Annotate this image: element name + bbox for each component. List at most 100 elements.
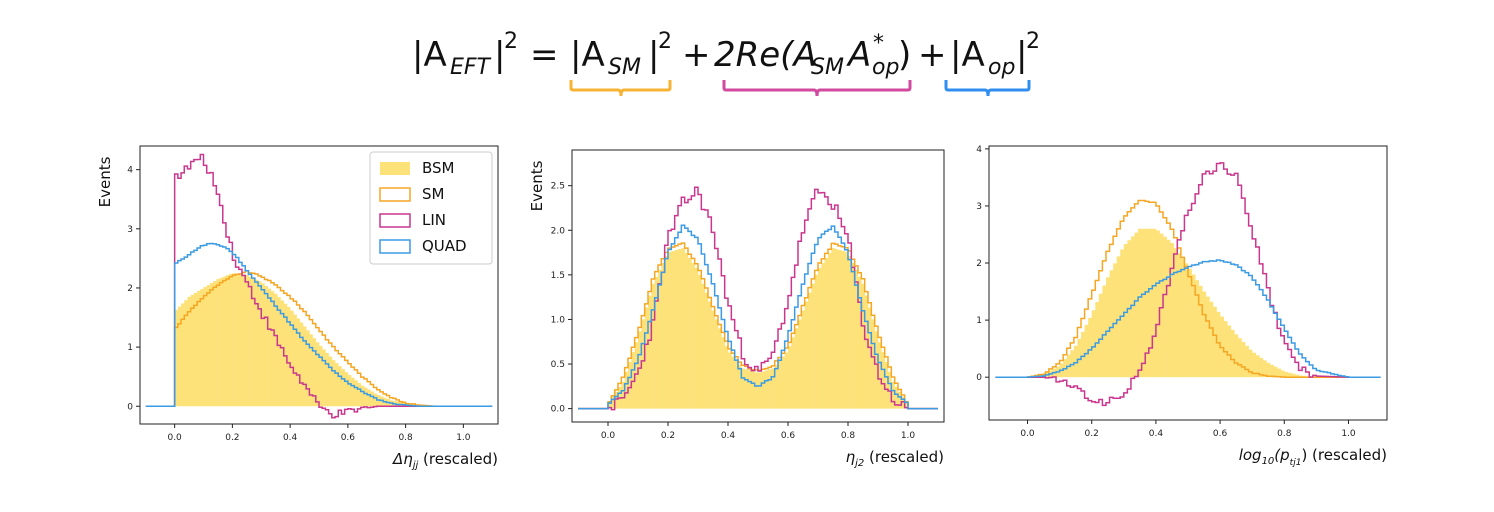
bsm-bar <box>608 401 612 409</box>
bsm-bar <box>296 318 301 407</box>
bsm-bar <box>254 279 259 407</box>
y-tick-label: 3 <box>127 225 133 235</box>
bsm-bar <box>319 345 323 407</box>
bsm-bar <box>280 300 285 407</box>
bsm-bar <box>741 368 745 409</box>
formula-t3: |A <box>950 35 985 75</box>
x-tick-label: 0.0 <box>601 431 616 441</box>
series-bsm-bars <box>608 248 909 409</box>
bsm-bar <box>724 346 729 409</box>
x-ticks: 0.0 0.2 0.4 0.6 0.8 1.0 <box>167 424 471 443</box>
bsm-bar <box>611 396 615 409</box>
bsm-bar <box>286 307 291 407</box>
formula-t1-sub: SM <box>608 55 641 80</box>
bsm-bar <box>367 389 371 407</box>
bsm-bar <box>861 283 865 409</box>
bsm-bar <box>878 342 882 409</box>
bsm-bar <box>841 251 845 409</box>
bsm-bar <box>1245 345 1249 378</box>
bsm-bar <box>1091 310 1096 378</box>
bsm-bar <box>331 360 336 407</box>
y-tick-label: 0 <box>976 373 982 383</box>
bsm-bar <box>731 356 735 409</box>
y-tick-label: 2 <box>976 259 982 269</box>
bsm-bar <box>181 303 185 407</box>
bsm-bar <box>1102 285 1107 378</box>
formula-eq: = <box>530 35 559 75</box>
bsm-bar <box>1195 280 1199 378</box>
bsm-bar <box>1120 249 1125 378</box>
series-quad-line <box>578 224 938 410</box>
bsm-bar <box>245 274 249 407</box>
bsm-bar <box>818 267 822 409</box>
bsm-bar <box>891 381 895 409</box>
bsm-bar <box>1116 256 1121 378</box>
bsm-bar <box>203 286 208 407</box>
bsm-bar <box>1284 371 1289 378</box>
bsm-bar <box>1081 331 1085 378</box>
bsm-bar <box>302 326 307 407</box>
bsm-bar <box>238 274 243 407</box>
bsm-bar <box>277 297 281 407</box>
series-quad-line <box>995 259 1381 378</box>
series-lin-line <box>578 186 938 411</box>
formula-lhs-sq: 2 <box>504 29 518 54</box>
bsm-bar <box>904 401 909 409</box>
bsm-bar <box>1163 236 1167 378</box>
bsm-bar <box>834 249 839 409</box>
y-tick-label: 2.0 <box>551 226 566 236</box>
legend-swatch <box>380 162 410 175</box>
bsm-bar <box>791 337 795 409</box>
legend-label: QUAD <box>422 237 467 255</box>
x-tick-label: 0.4 <box>721 431 736 441</box>
x-tick-label: 0.6 <box>341 433 356 443</box>
bsm-bar <box>1202 291 1207 378</box>
bsm-bar <box>267 288 272 407</box>
bsm-bar <box>1209 301 1214 378</box>
bsm-bar <box>1205 296 1210 378</box>
bsm-bar <box>248 276 252 407</box>
bsm-bar <box>781 356 785 409</box>
formula-t2-sub1: SM <box>811 55 844 80</box>
y-tick-label: 0 <box>127 402 133 412</box>
bsm-bar <box>1177 253 1182 378</box>
bsm-bar <box>1277 368 1282 378</box>
x-tick-label: 0.8 <box>1277 429 1292 439</box>
bsm-bar <box>664 256 669 409</box>
bsm-bar <box>190 294 195 407</box>
bsm-bar <box>242 274 246 407</box>
y-tick-label: 1 <box>127 343 133 353</box>
bsm-bar <box>628 362 632 409</box>
formula-t2-sub2: op <box>872 55 899 80</box>
bsm-bar <box>738 364 742 409</box>
bsm-bar <box>251 278 256 407</box>
bsm-bar <box>1105 277 1110 378</box>
brace-lin <box>722 80 912 97</box>
bsm-bar <box>229 273 233 407</box>
bsm-bar <box>187 296 191 407</box>
bsm-bar <box>209 283 214 407</box>
bsm-bar <box>219 277 224 407</box>
bsm-bar <box>811 283 815 409</box>
series-sm-line <box>145 270 493 408</box>
bsm-bar <box>363 387 368 407</box>
bsm-bar <box>197 290 201 407</box>
x-tick-label: 0.8 <box>841 431 856 441</box>
bsm-bar <box>341 369 345 407</box>
bsm-bar <box>309 334 313 407</box>
x-tick-label: 0.0 <box>167 433 182 443</box>
y-tick-label: 1 <box>976 316 982 326</box>
bsm-bar <box>1095 302 1100 378</box>
bsm-bar <box>884 362 889 409</box>
bsm-bar <box>641 319 645 409</box>
bsm-bar <box>1070 350 1075 378</box>
bsm-bar <box>1280 370 1285 378</box>
bsm-bar <box>1262 360 1267 378</box>
bsm-bar <box>1123 243 1128 378</box>
bsm-bar <box>344 372 349 407</box>
bsm-bar <box>831 248 835 409</box>
bsm-bar <box>844 252 849 409</box>
bsm-bar <box>293 314 297 407</box>
bsm-bar <box>848 256 852 409</box>
bsm-bar <box>1191 274 1196 378</box>
